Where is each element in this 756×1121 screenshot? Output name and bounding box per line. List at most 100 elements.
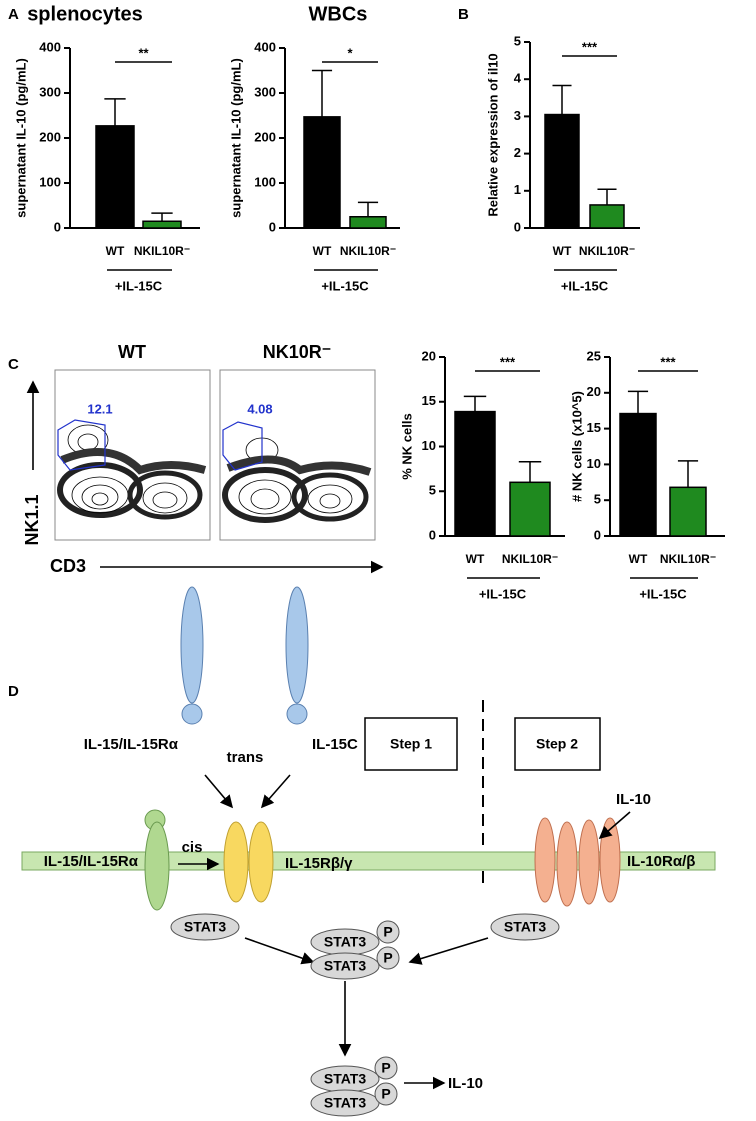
phospho-label: P	[381, 1060, 390, 1076]
diagram: Step 1 Step 2 IL-15/IL-15Rα IL-15C trans…	[21, 586, 716, 1117]
stat3-label: STAT3	[504, 919, 546, 935]
significance-label: *	[347, 45, 353, 60]
y-tick-label: 200	[39, 129, 61, 144]
y-tick-label: 10	[422, 438, 436, 453]
label: IL-10	[448, 1075, 483, 1092]
step-label: Step 2	[536, 736, 578, 752]
label: IL-15/IL-15Rα	[44, 853, 139, 870]
bar	[349, 216, 387, 229]
x-tick-label: NKIL10R⁻	[502, 552, 558, 566]
step-label: Step 1	[390, 736, 432, 752]
gate	[57, 419, 106, 471]
y-tick-label: 1	[514, 182, 521, 197]
phospho	[374, 1082, 398, 1106]
flow-title: NK10R⁻	[263, 342, 332, 362]
x-tick-label: WT	[553, 244, 572, 258]
label: cis	[182, 839, 203, 856]
stat3	[310, 952, 380, 980]
label: IL-15C	[312, 736, 358, 753]
group-label: +IL-15C	[115, 278, 163, 293]
y-tick-label: 25	[587, 348, 601, 363]
ligand	[181, 703, 203, 725]
phospho-label: P	[381, 1086, 390, 1102]
significance-label: ***	[660, 354, 676, 369]
bar	[589, 204, 625, 229]
phospho	[376, 946, 400, 970]
y-tick-label: 0	[429, 527, 436, 542]
receptor	[248, 821, 274, 903]
receptor	[534, 817, 556, 903]
x-tick-label: NKIL10R⁻	[340, 244, 396, 258]
y-tick-label: 300	[39, 84, 61, 99]
chart-title: splenocytes	[27, 3, 143, 25]
panel-letter: D	[8, 683, 19, 700]
group-label: +IL-15C	[479, 586, 527, 601]
panel-letter: A	[8, 6, 19, 23]
ligand	[285, 586, 309, 704]
bar	[619, 412, 657, 537]
flow-x-label: CD3	[50, 556, 86, 576]
y-axis-label: % NK cells	[399, 413, 414, 479]
y-tick-label: 0	[269, 219, 276, 234]
gate	[222, 421, 263, 471]
contours	[57, 424, 372, 523]
x-tick-label: NKIL10R⁻	[660, 552, 716, 566]
panel-letter: B	[458, 6, 469, 23]
label: IL-15/IL-15Rα	[84, 736, 179, 753]
phospho	[376, 920, 400, 944]
arrow	[204, 774, 234, 809]
y-tick-label: 200	[254, 129, 276, 144]
stat3	[170, 913, 240, 941]
step-box	[514, 717, 601, 771]
y-tick-label: 400	[254, 39, 276, 54]
label: IL-15Rβ/γ	[285, 855, 353, 872]
bar	[142, 220, 182, 229]
stat3-label: STAT3	[324, 1071, 366, 1087]
y-tick-label: 15	[422, 393, 436, 408]
phospho-label: P	[383, 950, 392, 966]
y-tick-label: 5	[429, 483, 436, 498]
y-tick-label: 400	[39, 39, 61, 54]
significance-label: ***	[500, 354, 516, 369]
chart-title: WBCs	[309, 3, 368, 25]
y-tick-label: 15	[587, 420, 601, 435]
bar	[544, 113, 580, 229]
arrow	[598, 811, 631, 840]
label: IL-10Rα/β	[627, 853, 695, 870]
y-tick-label: 0	[54, 219, 61, 234]
significance-label: ***	[582, 39, 598, 54]
flow-y-label: NK1.1	[22, 494, 42, 545]
y-tick-label: 100	[39, 174, 61, 189]
arrow	[260, 774, 291, 809]
y-axis-label: supernatant IL-10 (pg/mL)	[228, 58, 243, 218]
group-label: +IL-15C	[639, 586, 687, 601]
y-tick-label: 0	[514, 219, 521, 234]
stat3-label: STAT3	[324, 958, 366, 974]
y-tick-label: 10	[587, 456, 601, 471]
flow-panel: 12.1 4.08 WT NK10R⁻ NK1.1 CD3	[22, 342, 384, 576]
phospho	[374, 1056, 398, 1080]
panel-letter: C	[8, 356, 19, 373]
arrow	[408, 937, 489, 965]
y-tick-label: 0	[594, 527, 601, 542]
label: IL-10	[616, 791, 651, 808]
bar	[669, 486, 707, 537]
y-tick-label: 300	[254, 84, 276, 99]
receptor	[144, 821, 170, 911]
group-label: +IL-15C	[321, 278, 369, 293]
x-tick-label: NKIL10R⁻	[579, 244, 635, 258]
stat3	[490, 913, 560, 941]
y-tick-label: 100	[254, 174, 276, 189]
stat3-label: STAT3	[324, 934, 366, 950]
ligand	[286, 703, 308, 725]
y-tick-label: 20	[587, 384, 601, 399]
y-axis-label: # NK cells (x10^5)	[569, 391, 584, 502]
bar	[303, 116, 341, 229]
receptor	[599, 817, 621, 903]
flow-title: WT	[118, 342, 146, 362]
y-tick-label: 20	[422, 348, 436, 363]
label: trans	[227, 749, 264, 766]
x-tick-label: WT	[466, 552, 485, 566]
bar	[95, 125, 135, 229]
